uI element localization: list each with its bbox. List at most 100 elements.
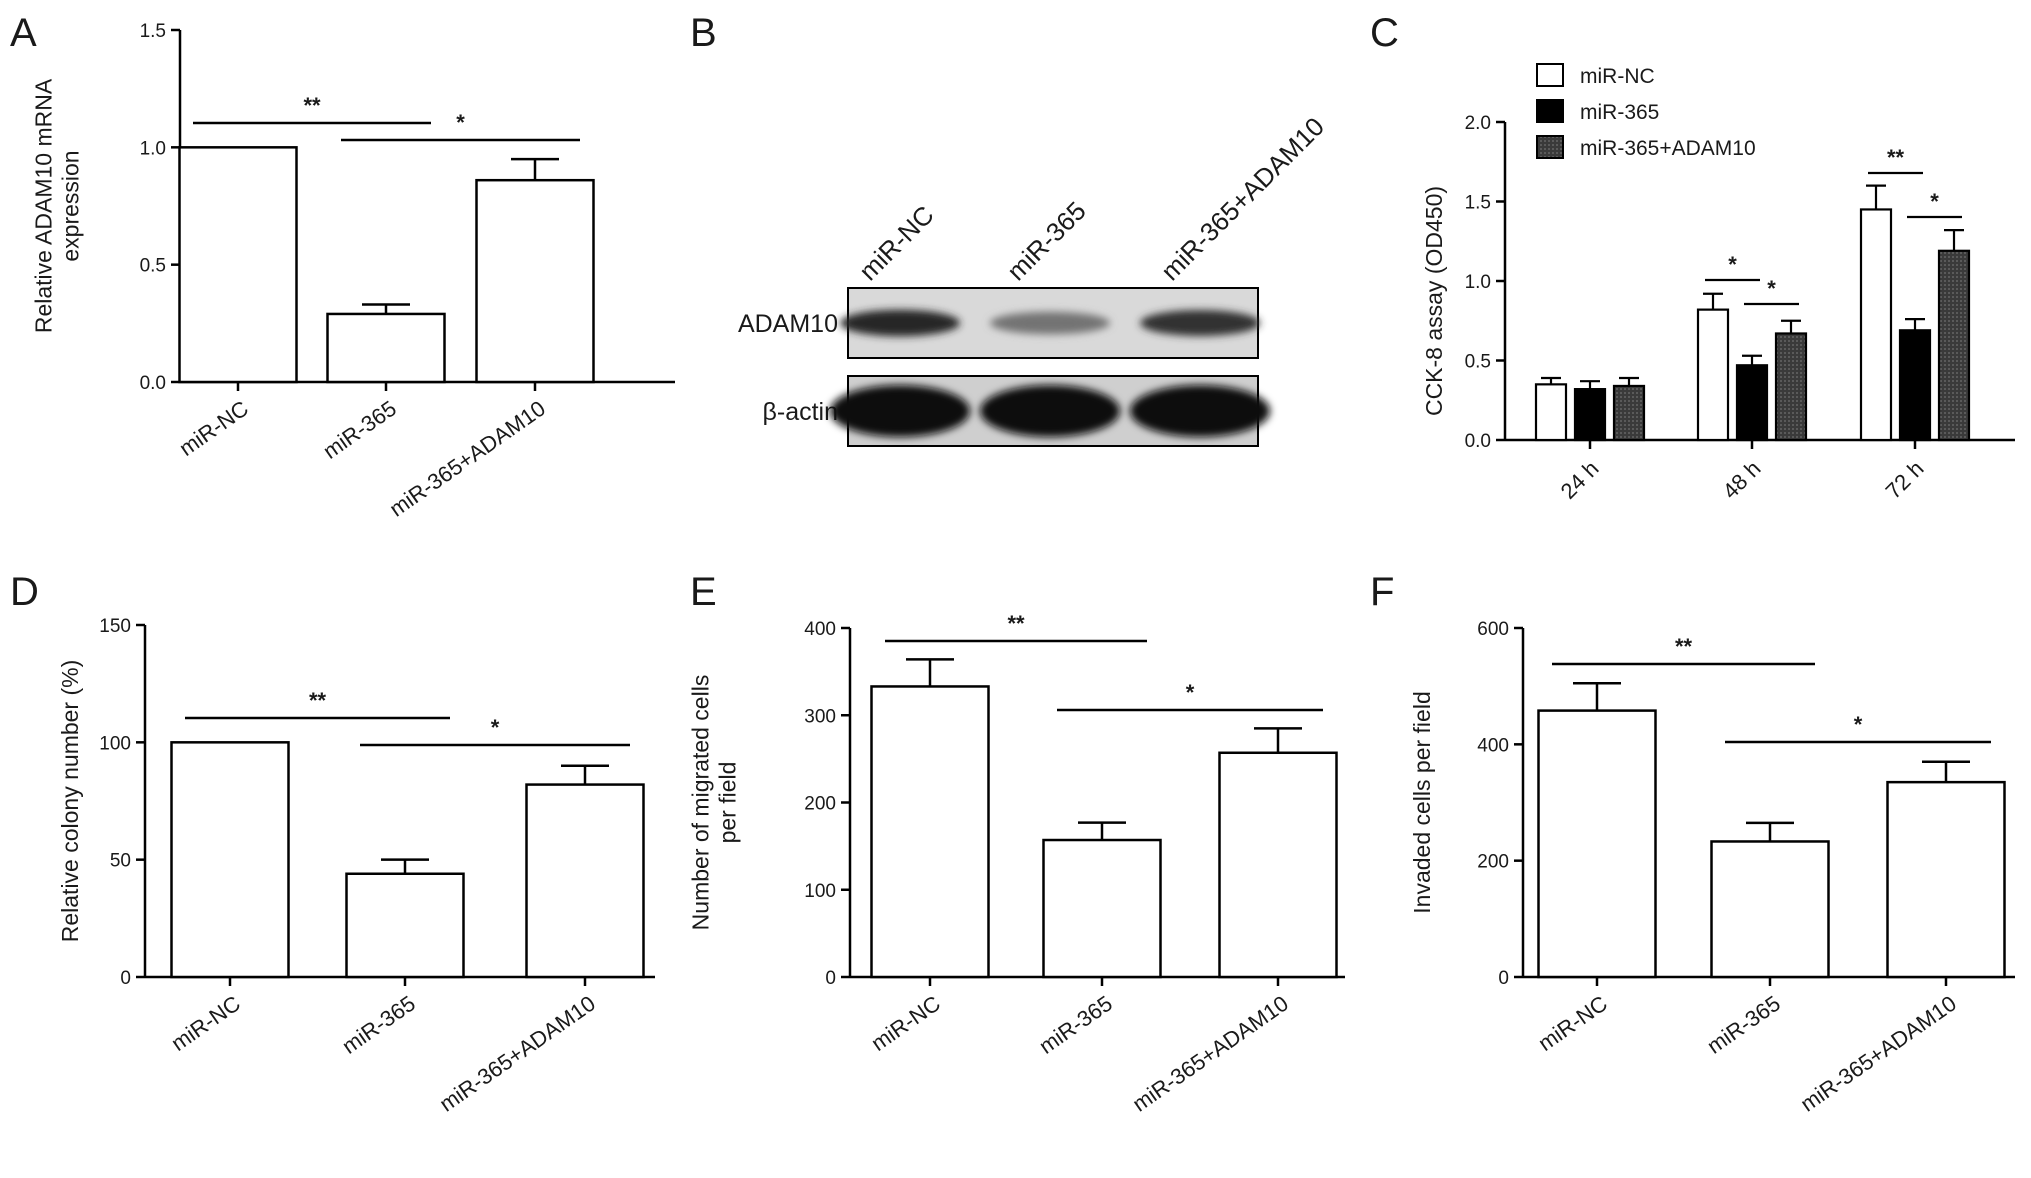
panel-a-letter: A xyxy=(10,11,37,55)
y-axis-label: Number of migrated cells xyxy=(688,675,714,931)
y-axis-label: Relative colony number (%) xyxy=(57,660,83,943)
bar xyxy=(1573,388,1607,442)
y-tick-label: 400 xyxy=(1477,735,1509,756)
bar xyxy=(1042,838,1162,979)
panel-c-legend: miR-NC miR-365 miR-365+ADAM10 xyxy=(1536,63,1756,160)
y-axis-label: per field xyxy=(715,762,741,844)
panel-a-ylabel: Relative ADAM10 mRNA expression xyxy=(31,78,84,333)
y-tick-label: 0 xyxy=(120,968,131,989)
y-axis-label: CCK-8 assay (OD450) xyxy=(1421,186,1447,416)
y-axis-label: expression xyxy=(58,150,84,261)
x-tick-label: miR-NC xyxy=(174,396,252,461)
x-tick-label: 24 h xyxy=(1556,456,1604,504)
blot-row-label: β-actin xyxy=(762,398,838,426)
bar xyxy=(1886,780,2006,979)
significance-label: * xyxy=(1186,680,1195,705)
legend-label: miR-365+ADAM10 xyxy=(1580,137,1756,160)
y-tick-label: 50 xyxy=(110,851,131,872)
x-tick-label: miR-365 xyxy=(1702,991,1784,1059)
y-tick-label: 200 xyxy=(1477,852,1509,873)
bar xyxy=(1859,208,1893,442)
significance-label: ** xyxy=(1887,145,1905,170)
bar xyxy=(1710,840,1830,979)
significance-label: * xyxy=(1767,276,1776,301)
x-tick-label: miR-365+ADAM10 xyxy=(1128,991,1293,1117)
blot-band xyxy=(1140,310,1260,336)
significance-label: * xyxy=(491,715,500,740)
bar xyxy=(1898,329,1932,442)
panel-e-chart: E Number of migrated cells per field 0 100… xyxy=(688,570,1345,1117)
y-tick-label: 0.0 xyxy=(140,373,166,394)
blot-row-label: ADAM10 xyxy=(738,310,838,338)
blot-lane-label: miR-365+ADAM10 xyxy=(1155,111,1330,286)
legend-label: miR-365 xyxy=(1580,101,1659,124)
y-axis-label: Relative ADAM10 mRNA xyxy=(31,78,57,333)
x-tick-label: 48 h xyxy=(1718,456,1766,504)
y-tick-label: 0 xyxy=(825,968,836,989)
panel-e-plot: 0 100 200 300 400 miR-NC miR-365 miR-365+ADAM10… xyxy=(804,611,1345,1117)
legend-swatch xyxy=(1536,99,1564,123)
x-tick-label: miR-365 xyxy=(337,991,419,1059)
bar xyxy=(1534,383,1568,442)
bar xyxy=(345,872,465,979)
bar xyxy=(475,178,595,384)
y-axis-label: Invaded cells per field xyxy=(1409,691,1435,913)
bar xyxy=(870,685,990,979)
bar xyxy=(1735,364,1769,442)
y-tick-label: 400 xyxy=(804,619,836,640)
blot-lane-label: miR-NC xyxy=(853,200,940,287)
significance-label: ** xyxy=(309,688,327,713)
significance-label: * xyxy=(1854,712,1863,737)
bar xyxy=(1537,709,1657,979)
panel-c-letter: C xyxy=(1370,11,1399,55)
y-tick-label: 1.5 xyxy=(140,21,166,42)
x-tick-label: miR-NC xyxy=(1533,991,1611,1056)
y-tick-label: 200 xyxy=(804,794,836,815)
bar xyxy=(1612,384,1646,442)
bar xyxy=(1218,751,1338,979)
significance-label: * xyxy=(1728,252,1737,277)
bar xyxy=(1937,249,1971,442)
legend-swatch xyxy=(1536,135,1564,159)
bar xyxy=(170,741,290,979)
panel-a-chart: A Relative ADAM10 mRNA expression 0.0 0.5 1… xyxy=(10,11,675,522)
x-tick-label: 72 h xyxy=(1881,456,1929,504)
panel-d-letter: D xyxy=(10,570,39,614)
panel-e-letter: E xyxy=(690,570,717,614)
significance-label: ** xyxy=(303,93,321,118)
y-tick-label: 1.0 xyxy=(1465,272,1491,293)
y-tick-label: 600 xyxy=(1477,619,1509,640)
panel-f-ylabel: Invaded cells per field xyxy=(1409,691,1435,913)
y-tick-label: 100 xyxy=(804,881,836,902)
panel-e-ylabel: Number of migrated cells per field xyxy=(688,675,741,931)
panel-d-ylabel: Relative colony number (%) xyxy=(57,660,83,943)
bar xyxy=(1774,332,1808,442)
panel-f-letter: F xyxy=(1370,570,1394,614)
panel-b-letter: B xyxy=(690,11,717,55)
x-tick-label: miR-NC xyxy=(866,991,944,1056)
x-tick-label: miR-365 xyxy=(1034,991,1116,1059)
blot-band xyxy=(840,309,960,337)
y-tick-label: 1.0 xyxy=(140,138,166,159)
blot-band xyxy=(980,385,1120,437)
bar xyxy=(326,312,446,384)
significance-label: ** xyxy=(1007,611,1025,636)
panel-f-chart: F Invaded cells per field 0 200 400 600 miR-… xyxy=(1370,570,2015,1117)
y-tick-label: 2.0 xyxy=(1465,113,1491,134)
y-tick-label: 0.5 xyxy=(1465,352,1491,373)
y-tick-label: 150 xyxy=(99,616,131,637)
y-tick-label: 300 xyxy=(804,706,836,727)
legend-swatch xyxy=(1536,63,1564,87)
bar xyxy=(1696,308,1730,442)
x-tick-label: miR-NC xyxy=(166,991,244,1056)
y-tick-label: 0 xyxy=(1498,968,1509,989)
x-tick-label: miR-365+ADAM10 xyxy=(1796,991,1961,1117)
significance-label: * xyxy=(456,110,465,135)
panel-b-blot: B miR-NC miR-365 miR-365+ADAM10 ADAM10 β-act… xyxy=(690,11,1330,447)
x-tick-label: miR-365+ADAM10 xyxy=(435,991,600,1117)
panel-c-chart: C CCK-8 assay (OD450) 0.0 0.5 1.0 1.5 2.0 24 … xyxy=(1370,11,2015,504)
panel-d-chart: D Relative colony number (%) 0 50 100 150 mi… xyxy=(10,570,655,1117)
